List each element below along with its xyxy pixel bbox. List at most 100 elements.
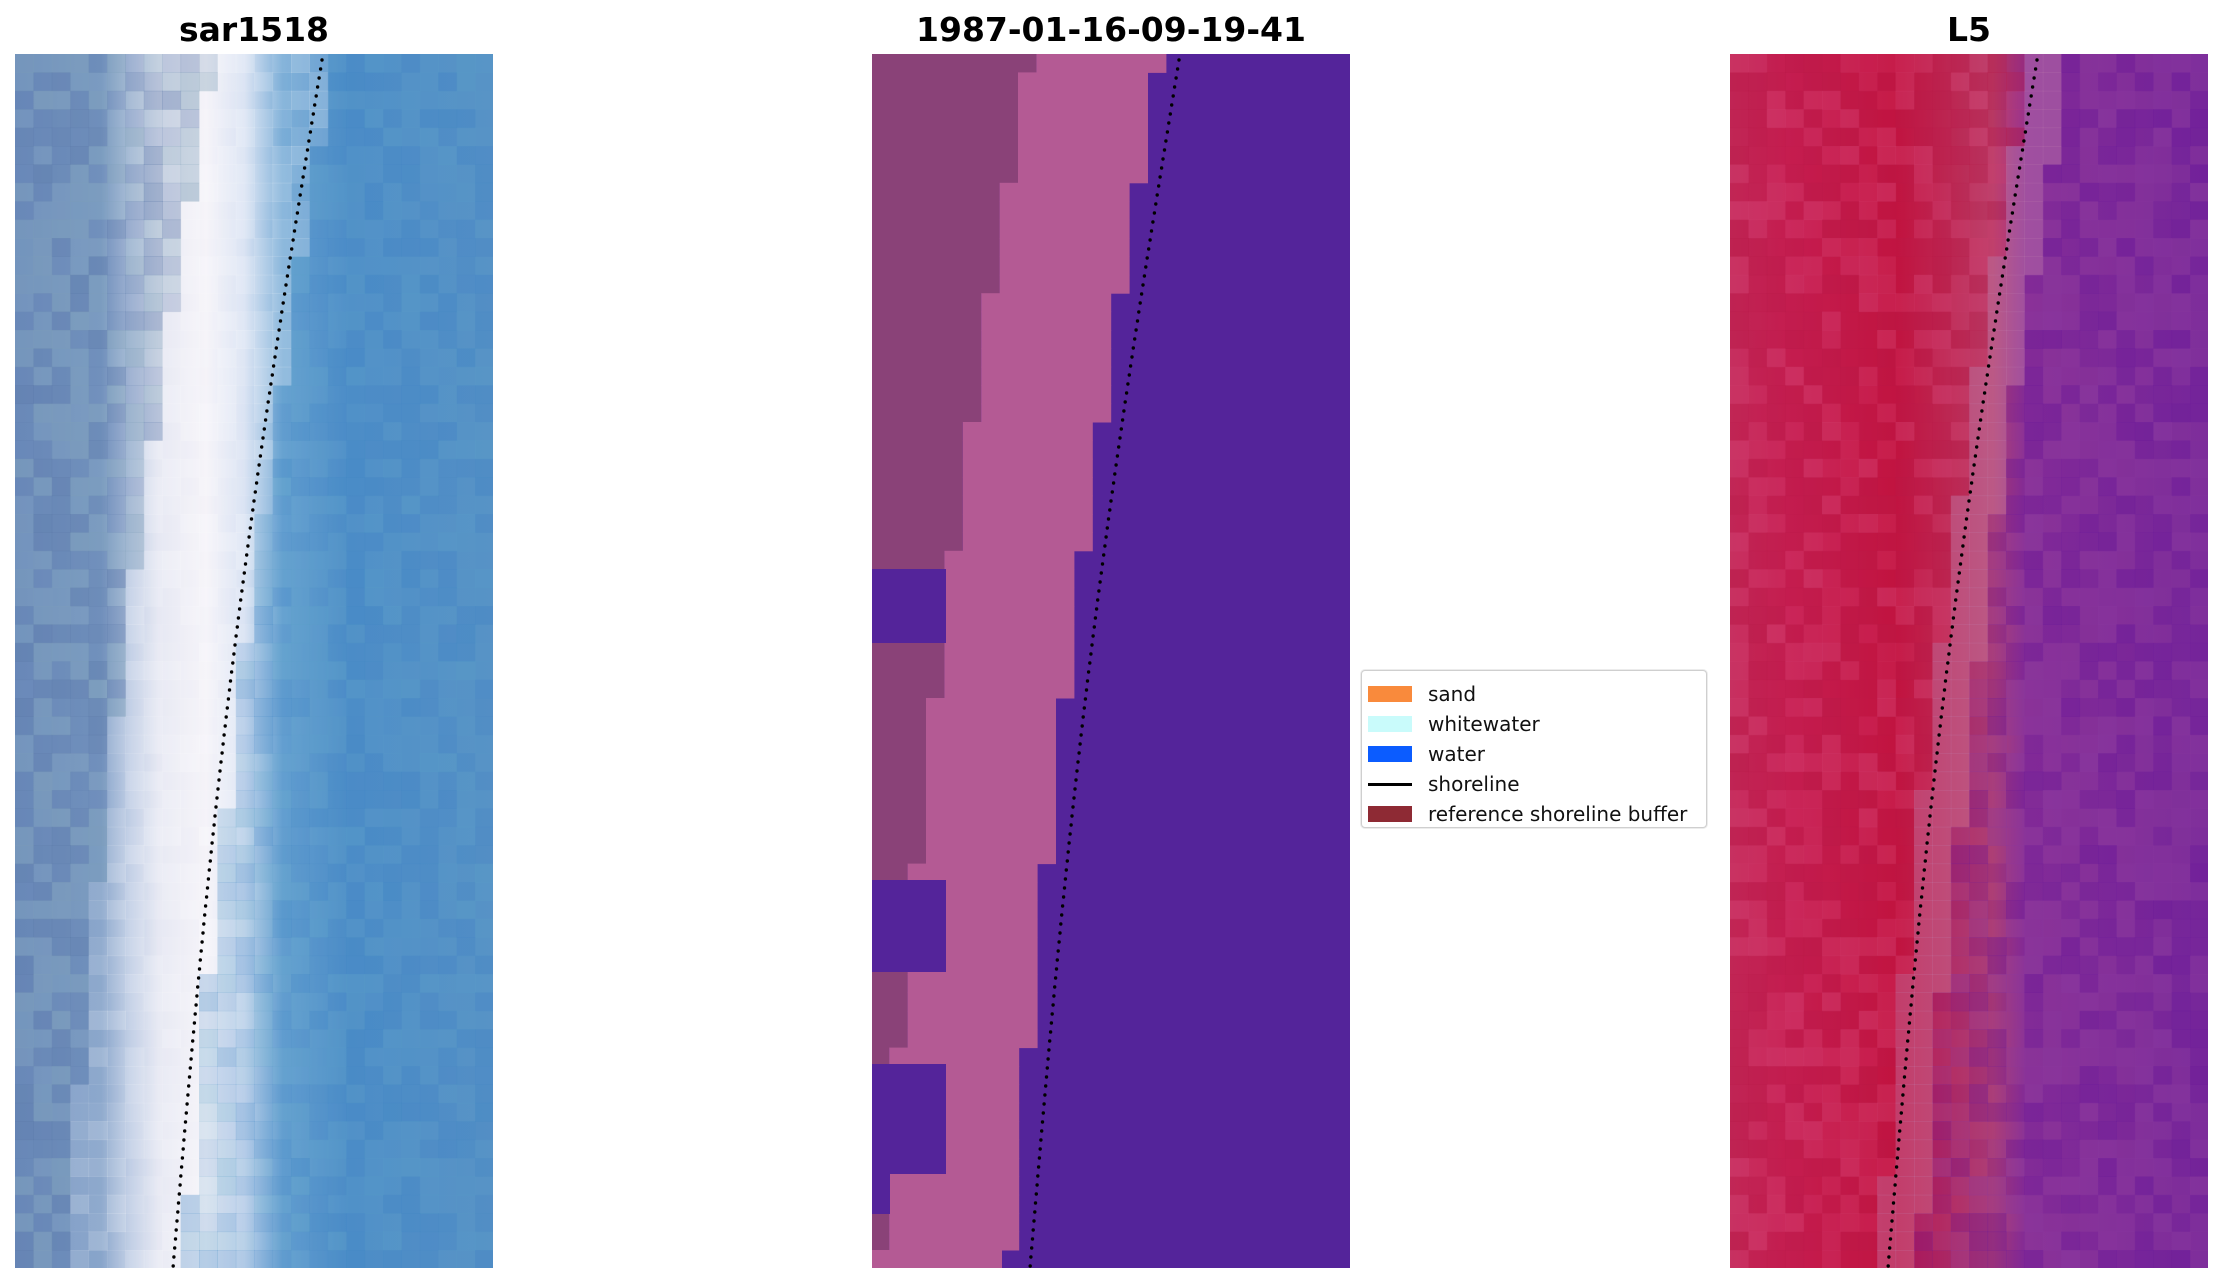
rgb-pixel	[346, 1121, 366, 1141]
index-pixel	[2042, 1176, 2062, 1196]
rgb-pixel	[291, 1194, 310, 1214]
rgb-pixel	[291, 826, 310, 846]
rgb-pixel	[438, 182, 458, 202]
index-pixel	[1785, 900, 1805, 920]
class-land-cell	[872, 403, 982, 423]
rgb-pixel	[15, 330, 34, 349]
index-pixel	[2098, 1047, 2117, 1067]
index-image	[1730, 54, 2208, 1268]
index-pixel	[1877, 366, 1897, 386]
index-pixel	[2006, 642, 2025, 662]
index-pixel	[1748, 1213, 1768, 1233]
rgb-pixel	[217, 182, 237, 202]
rgb-pixel	[107, 900, 126, 920]
rgb-pixel	[125, 624, 145, 644]
rgb-pixel	[33, 992, 53, 1012]
index-pixel	[1822, 808, 1841, 828]
index-pixel	[1987, 1139, 2007, 1159]
rgb-pixel	[419, 1121, 439, 1141]
rgb-pixel	[456, 1158, 476, 1177]
rgb-pixel	[107, 937, 126, 957]
index-pixel	[1950, 716, 1970, 736]
index-pixel	[2134, 1250, 2154, 1268]
index-pixel	[2042, 826, 2062, 846]
index-pixel	[1932, 734, 1952, 754]
rgb-pixel	[419, 1176, 439, 1196]
index-pixel	[2079, 201, 2099, 221]
rgb-pixel	[143, 661, 163, 681]
class-beach-cell	[926, 808, 1056, 828]
index-pixel	[2134, 477, 2154, 497]
index-pixel	[2024, 54, 2044, 73]
rgb-pixel	[217, 164, 237, 184]
index-pixel	[1730, 90, 1749, 110]
rgb-pixel	[475, 385, 493, 405]
rgb-pixel	[291, 550, 310, 570]
rgb-pixel	[180, 1029, 200, 1049]
rgb-pixel	[327, 348, 347, 368]
index-pixel	[2190, 808, 2208, 828]
index-pixel	[1877, 753, 1897, 773]
index-pixel	[1969, 238, 1989, 257]
index-pixel	[1748, 587, 1768, 607]
index-pixel	[2190, 495, 2208, 515]
index-pixel	[1987, 238, 2007, 257]
shoreline-point	[1903, 1066, 1907, 1070]
index-pixel	[1858, 90, 1878, 110]
rgb-pixel	[401, 90, 421, 110]
rgb-pixel	[419, 642, 439, 662]
rgb-pixel	[235, 440, 255, 460]
rgb-pixel	[235, 219, 255, 239]
index-pixel	[2190, 587, 2208, 607]
rgb-pixel	[272, 882, 292, 901]
index-pixel	[1895, 642, 1915, 662]
index-pixel	[2134, 845, 2154, 865]
shoreline-point	[1980, 409, 1984, 413]
index-pixel	[1914, 256, 1933, 276]
rgb-pixel	[327, 937, 347, 957]
index-pixel	[2190, 661, 2208, 681]
index-pixel	[1950, 90, 1970, 110]
index-pixel	[1730, 771, 1749, 791]
index-pixel	[1987, 863, 2007, 883]
index-pixel	[1950, 624, 1970, 644]
index-pixel	[1969, 256, 1989, 276]
class-beach-cell	[926, 753, 1056, 773]
index-pixel	[1932, 790, 1952, 809]
index-pixel	[2079, 422, 2099, 441]
rgb-pixel	[107, 918, 126, 938]
index-pixel	[1877, 311, 1897, 331]
rgb-pixel	[419, 201, 439, 221]
index-pixel	[2042, 532, 2062, 552]
rgb-pixel	[33, 403, 53, 423]
rgb-pixel	[199, 808, 218, 828]
rgb-pixel	[364, 422, 384, 441]
index-pixel	[1840, 937, 1860, 957]
rgb-pixel	[364, 1084, 384, 1104]
index-pixel	[2024, 753, 2044, 773]
rgb-pixel	[419, 1194, 439, 1214]
rgb-pixel	[254, 918, 274, 938]
index-pixel	[1822, 219, 1841, 239]
rgb-pixel	[217, 256, 237, 276]
shoreline-point	[2028, 103, 2032, 107]
index-pixel	[2042, 955, 2062, 975]
rgb-pixel	[456, 311, 476, 331]
index-pixel	[1785, 1121, 1805, 1141]
index-pixel	[2079, 1029, 2099, 1049]
index-pixel	[2098, 937, 2117, 957]
rgb-pixel	[291, 72, 310, 92]
index-pixel	[1895, 1139, 1915, 1159]
shoreline-point	[1928, 814, 1932, 818]
class-land-cell	[872, 771, 926, 791]
index-pixel	[2171, 900, 2191, 920]
index-pixel	[2024, 937, 2044, 957]
rgb-pixel	[88, 569, 108, 589]
index-pixel	[1932, 845, 1952, 865]
rgb-pixel	[143, 1250, 163, 1268]
shoreline-classification	[1028, 58, 1181, 1268]
rgb-pixel	[401, 72, 421, 92]
rgb-pixel	[309, 845, 329, 865]
index-pixel	[1858, 698, 1878, 717]
rgb-pixel	[327, 90, 347, 110]
